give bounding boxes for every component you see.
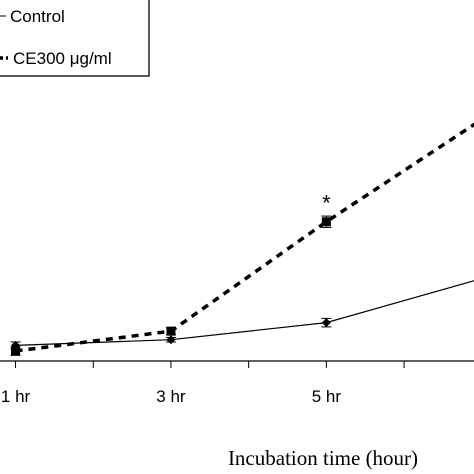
x-axis-title: Incubation time (hour) <box>228 446 418 470</box>
legend: Control CE300 μg/ml <box>0 0 150 77</box>
data-point-ce300 <box>166 326 176 336</box>
significance-asterisk: * <box>322 190 331 215</box>
legend-box <box>0 0 150 77</box>
data-point-control <box>166 335 176 345</box>
legend-label-ce300: CE300 μg/ml <box>13 49 112 68</box>
x-axis-ticks: 1 hr 3 hr 5 hr <box>1 361 405 406</box>
series-line-control <box>15 280 474 346</box>
series-line-ce300 <box>15 122 474 353</box>
data-point-control <box>321 318 331 328</box>
annotations: * <box>322 190 331 215</box>
legend-label-control: Control <box>10 7 65 26</box>
x-tick-label: 3 hr <box>156 387 186 406</box>
x-tick-label: 5 hr <box>312 387 342 406</box>
data-point-ce300 <box>321 217 331 227</box>
data-point-ce300 <box>11 346 21 356</box>
plot-series <box>10 122 474 356</box>
x-tick-label: 1 hr <box>1 387 31 406</box>
